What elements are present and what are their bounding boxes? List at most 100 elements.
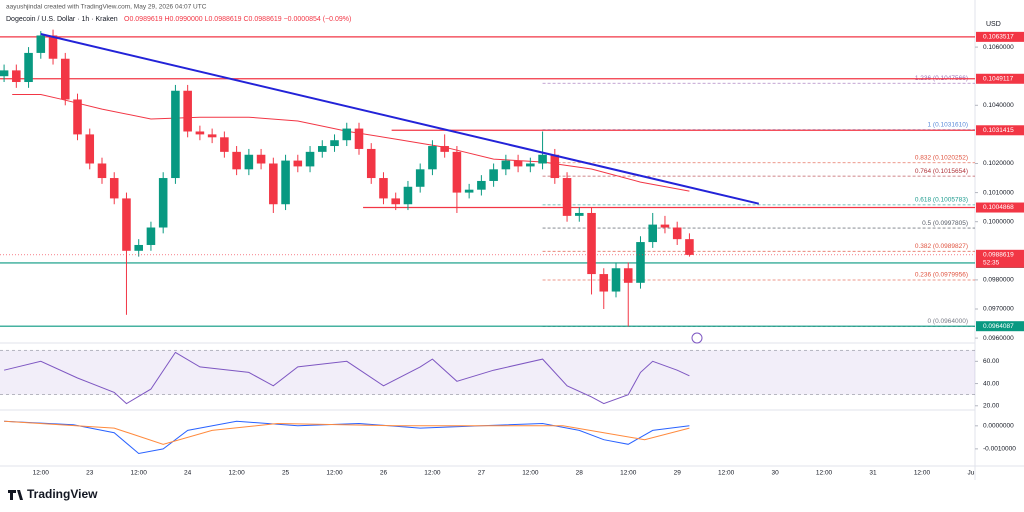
x-tick-label: 12:00 xyxy=(816,470,833,477)
x-tick-label: 25 xyxy=(282,470,290,477)
x-tick-label: 24 xyxy=(184,470,192,477)
candle-body xyxy=(477,180,486,190)
y-tick-label: 0.1000000 xyxy=(983,218,1014,225)
candle-body xyxy=(293,160,303,167)
candle-body xyxy=(550,154,560,179)
level-tag-label: 0.1031415 xyxy=(983,127,1014,134)
candle-body xyxy=(489,169,498,181)
candle-body xyxy=(207,134,217,138)
candle-body xyxy=(305,151,315,167)
candle-body xyxy=(672,227,682,240)
y-tick-label: 0.1020000 xyxy=(983,160,1014,167)
x-tick-label: 29 xyxy=(674,470,682,477)
x-tick-label: 12:00 xyxy=(424,470,441,477)
candle-body xyxy=(256,154,266,164)
x-tick-label: 30 xyxy=(771,470,779,477)
candle-body xyxy=(281,160,290,205)
candle-body xyxy=(452,151,462,193)
candle-body xyxy=(317,146,327,152)
fib-label: 0.5 (0.0997805) xyxy=(922,220,968,227)
rsi-tick-label: 60.00 xyxy=(983,358,1000,365)
candle-body xyxy=(562,178,572,216)
candle-body xyxy=(171,90,180,179)
candle-body xyxy=(513,160,523,167)
price-tag-label: 0.0988619 xyxy=(983,252,1014,259)
logo-text: TradingView xyxy=(27,487,98,501)
candle-body xyxy=(660,224,670,228)
candle-body xyxy=(685,239,694,255)
x-tick-label: 27 xyxy=(478,470,486,477)
candle-body xyxy=(501,160,511,170)
alert-icon xyxy=(691,332,703,344)
author-line: aayushjindal created with TradingView.co… xyxy=(6,4,207,11)
candle-body xyxy=(611,268,621,292)
candle-body xyxy=(0,70,9,77)
candle-body xyxy=(195,131,205,135)
candle-body xyxy=(623,268,633,283)
x-tick-label: 12:00 xyxy=(620,470,637,477)
candle-body xyxy=(599,274,609,292)
level-tag-label: 0.0964087 xyxy=(983,323,1014,330)
candle-body xyxy=(587,212,596,275)
candle-body xyxy=(391,198,400,205)
x-tick-label: 12:00 xyxy=(131,470,148,477)
fib-label: 0.382 (0.0989827) xyxy=(915,243,968,250)
y-tick-label: 0.1010000 xyxy=(983,189,1014,196)
rsi-tick-label: 40.00 xyxy=(983,380,1000,387)
level-tag-label: 0.1049117 xyxy=(983,75,1014,82)
fib-label: 0.236 (0.0979956) xyxy=(915,272,968,279)
candle-body xyxy=(269,163,278,205)
candle-body xyxy=(60,58,70,100)
symbol: Dogecoin / U.S. Dollar · 1h · Kraken xyxy=(6,16,118,23)
fib-label: 0.764 (0.1015654) xyxy=(915,168,968,175)
currency: USD xyxy=(986,21,1001,28)
candle-body xyxy=(636,242,645,283)
x-tick-label: 12:00 xyxy=(718,470,735,477)
candle-body xyxy=(428,146,437,170)
candle-body xyxy=(244,154,254,170)
candle-body xyxy=(183,90,192,132)
macd-tick-label: 0.0000000 xyxy=(983,423,1014,430)
candle-body xyxy=(354,128,364,149)
x-tick-label: 26 xyxy=(380,470,388,477)
level-tag-label: 0.1063517 xyxy=(983,34,1014,41)
level-tag-label: 0.1004868 xyxy=(983,204,1014,211)
candle-body xyxy=(48,35,58,59)
candle-body xyxy=(146,227,156,245)
fib-label: 0.832 (0.1020252) xyxy=(915,154,968,161)
candle-body xyxy=(158,178,168,228)
candle-body xyxy=(464,189,474,193)
x-tick-label: 31 xyxy=(869,470,877,477)
trendline xyxy=(40,33,760,205)
y-tick-label: 0.0970000 xyxy=(983,306,1014,313)
y-tick-label: 0.1060000 xyxy=(983,44,1014,51)
ohlc: O0.0989619 H0.0990000 L0.0988619 C0.0988… xyxy=(124,16,351,23)
candle-body xyxy=(440,146,449,152)
price-tag xyxy=(976,249,1024,268)
rsi-line xyxy=(3,351,690,405)
candle-body xyxy=(648,224,658,243)
candle-body xyxy=(85,134,95,164)
candle-body xyxy=(36,35,46,53)
level-tag xyxy=(976,202,1024,213)
level-tag xyxy=(976,125,1024,136)
candle-body xyxy=(12,70,21,83)
signal-line xyxy=(4,420,690,445)
logo-icon xyxy=(8,490,23,500)
level-tag xyxy=(976,31,1024,42)
y-tick-label: 0.0980000 xyxy=(983,277,1014,284)
candle-body xyxy=(24,52,33,83)
macd-tick-label: -0.0010000 xyxy=(983,446,1016,453)
candle-body xyxy=(526,163,535,167)
countdown: 52:35 xyxy=(983,260,1000,267)
x-tick-label: 12:00 xyxy=(914,470,931,477)
candle-body xyxy=(330,140,339,147)
level-tag xyxy=(976,73,1024,84)
x-tick-label: 28 xyxy=(576,470,584,477)
rsi-tick-label: 20.00 xyxy=(983,402,1000,409)
candle-body xyxy=(109,178,119,199)
fib-label: 0 (0.0964000) xyxy=(928,318,968,325)
candle-body xyxy=(403,186,413,205)
candle-body xyxy=(220,137,229,152)
